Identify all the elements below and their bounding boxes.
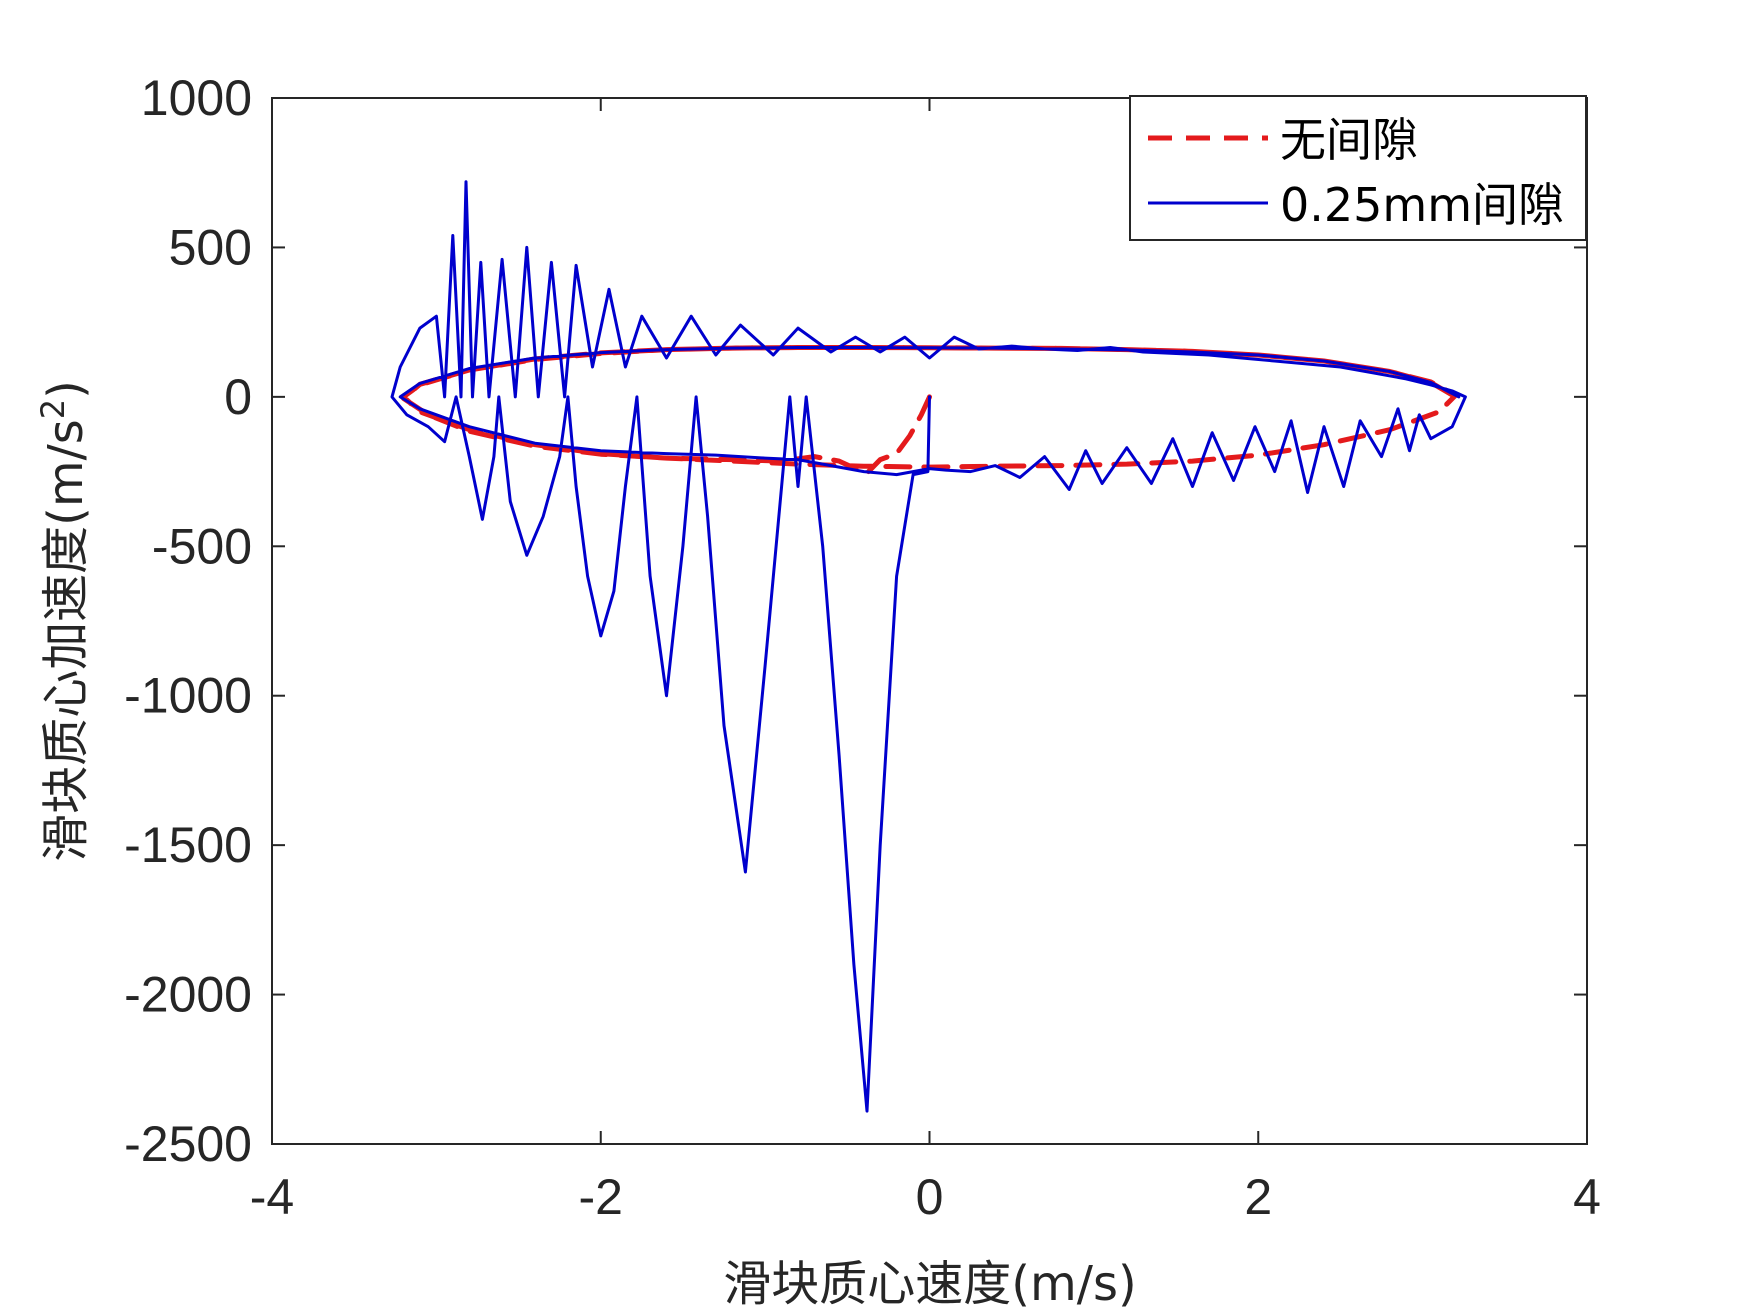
y-tick-label: -500 <box>152 518 252 574</box>
x-tick-label: 2 <box>1244 1169 1272 1225</box>
legend-box <box>1129 95 1587 241</box>
x-tick-label: -2 <box>579 1169 623 1225</box>
y-tick-label: 500 <box>169 219 252 275</box>
legend-label-no-gap: 无间隙 <box>1280 113 1418 167</box>
y-tick-label: 1000 <box>141 70 252 126</box>
legend-label-gap: 0.25mm间隙 <box>1280 178 1564 232</box>
y-axis-label-main: 滑块质心加速度(m/s <box>38 419 94 862</box>
ticks-layer: -4 -2 0 2 4 -2500 -2000 -1500 -1000 -500 0 500 1000 <box>124 70 1601 1225</box>
plot-area <box>271 97 1588 1145</box>
y-axis-label: 滑块质心加速度(m/s2) <box>34 380 94 862</box>
y-tick-label: -2000 <box>124 967 252 1023</box>
series-layer <box>390 180 1467 1113</box>
y-axis-label-close: ) <box>38 380 94 399</box>
series-line-gap <box>390 180 1467 1113</box>
y-tick-label: -1500 <box>124 817 252 873</box>
y-tick-label: -1000 <box>124 668 252 724</box>
y-tick-label: 0 <box>224 369 252 425</box>
y-axis-label-superscript: 2 <box>34 399 72 419</box>
y-tick-label: -2500 <box>124 1116 252 1172</box>
x-axis-label: 滑块质心速度(m/s) <box>723 1256 1136 1312</box>
x-tick-label: -4 <box>250 1169 294 1225</box>
x-tick-label: 0 <box>916 1169 944 1225</box>
x-tick-label: 4 <box>1573 1169 1601 1225</box>
legend: 无间隙 0.25mm间隙 <box>1129 95 1587 241</box>
